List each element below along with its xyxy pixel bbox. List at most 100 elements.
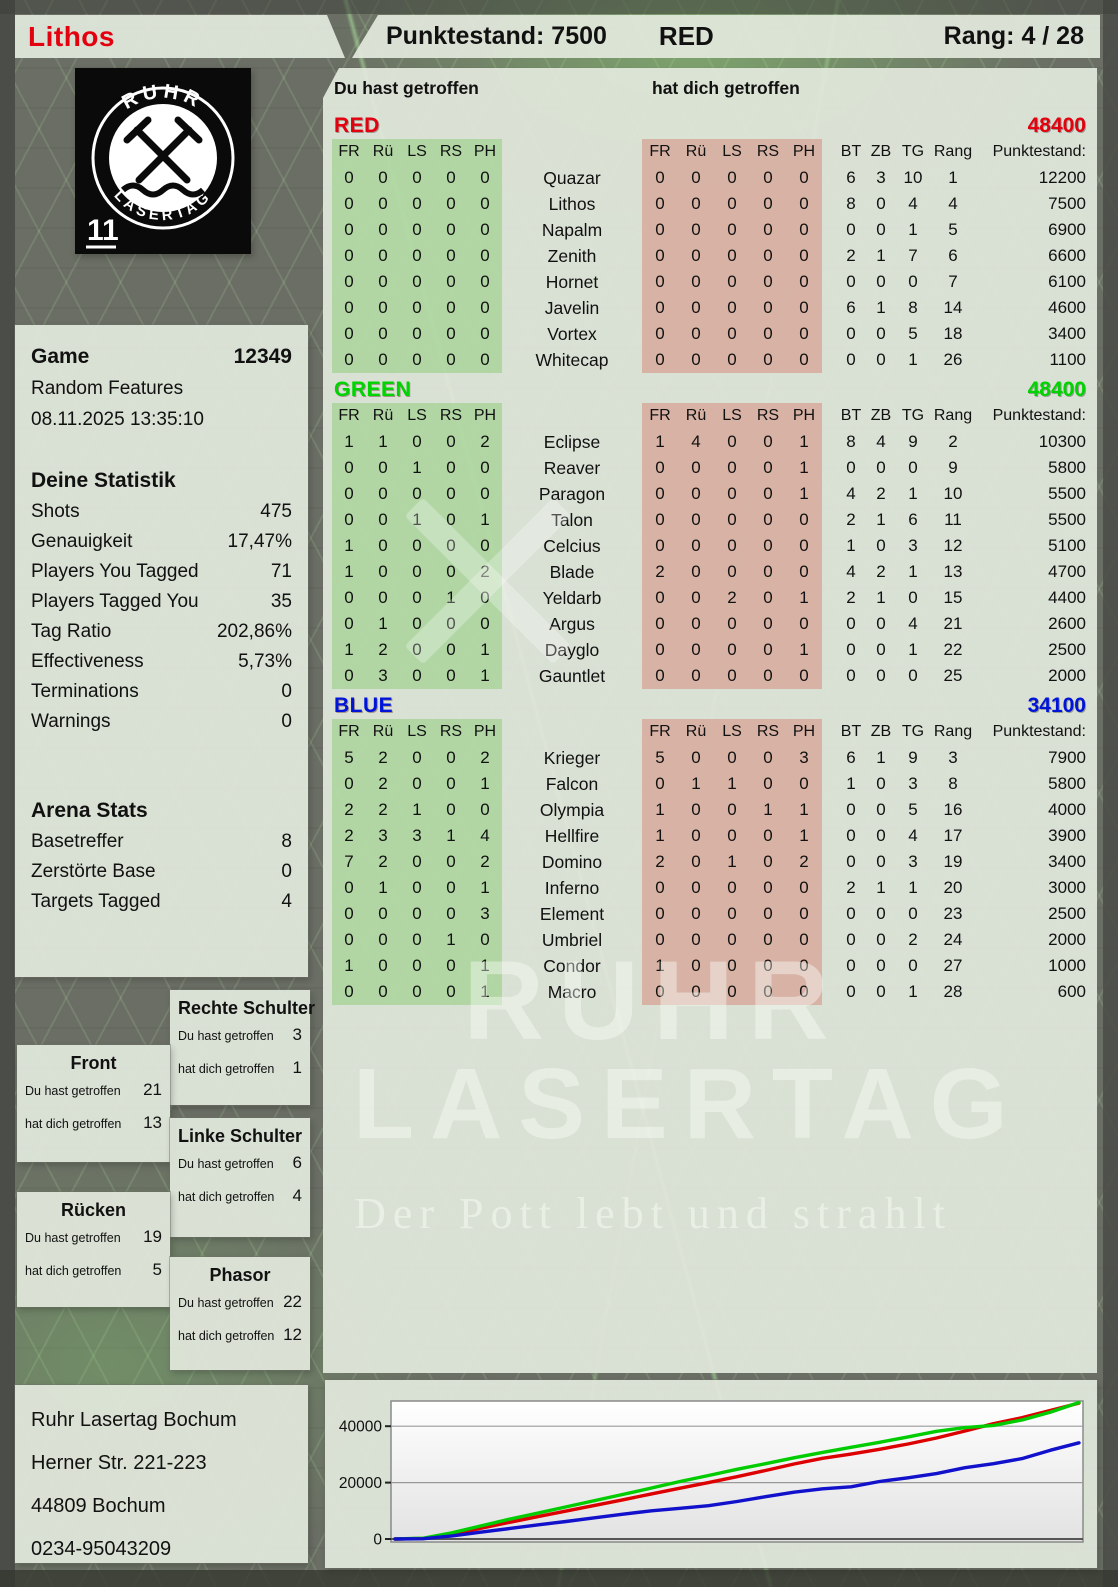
you-hit-cell: 0 (400, 559, 434, 585)
stat-value: 0 (281, 681, 292, 702)
you-hit-cell: 0 (434, 269, 468, 295)
col-header: RS (750, 139, 786, 165)
score-cell: 10300 (1038, 432, 1086, 451)
stat-cell: 8 (846, 432, 856, 451)
them-hit-cell: 0 (750, 191, 786, 217)
you-hit-cell: 0 (468, 243, 502, 269)
them-hit-cell: 0 (642, 269, 678, 295)
them-hit-label: hat dich getroffen (178, 1190, 275, 1204)
you-hit-cell: 0 (434, 429, 468, 455)
stat-value: 5,73% (238, 651, 292, 672)
game-number: 12349 (233, 345, 292, 368)
them-hit-cell: 0 (750, 455, 786, 481)
them-hit-cell: 0 (642, 321, 678, 347)
col-header: LS (714, 719, 750, 745)
stat-label: Terminations (31, 681, 139, 702)
you-hit-cell: 1 (468, 875, 502, 901)
you-hit-cell: 0 (332, 771, 366, 797)
you-hit-cell: 0 (468, 585, 502, 611)
stat-cell: 3 (908, 774, 918, 793)
you-hit-cell: 2 (366, 745, 400, 771)
you-hit-cell: 0 (400, 771, 434, 797)
you-hit-cell: 1 (332, 533, 366, 559)
you-hit-cell: 1 (468, 663, 502, 689)
them-hit-cell: 1 (642, 429, 678, 455)
col-header: Rü (366, 719, 400, 745)
stat-cell: 4 (846, 562, 856, 581)
panel-title: Linke Schulter (178, 1126, 303, 1146)
them-hit-cell: 1 (750, 797, 786, 823)
them-hit-cell: 0 (750, 927, 786, 953)
stat-cell: 6 (846, 748, 856, 767)
you-hit-cell: 0 (468, 191, 502, 217)
stat-cell: 26 (943, 350, 963, 369)
stat-cell: 1 (908, 350, 918, 369)
col-header: TG (901, 723, 925, 740)
you-hit-cell: 0 (400, 901, 434, 927)
you-hit-cell: 1 (400, 455, 434, 481)
them-hit-label: hat dich getroffen (25, 1264, 122, 1278)
them-hit-cell: 1 (786, 823, 822, 849)
team-name: BLUE (334, 694, 394, 717)
player-name: Yeldarb (542, 588, 602, 608)
stat-cell: 0 (876, 800, 886, 819)
you-hit-cell: 0 (400, 217, 434, 243)
them-hit-cell: 0 (786, 927, 822, 953)
you-hit-cell: 0 (468, 533, 502, 559)
you-hit-cell: 0 (468, 269, 502, 295)
stat-value: 71 (270, 561, 292, 582)
stat-cell: 0 (846, 220, 856, 239)
stat-cell: 10 (903, 168, 923, 187)
them-hit-cell: 0 (750, 979, 786, 1005)
pack-number: 11 (87, 214, 119, 247)
spacer (822, 429, 836, 455)
venue-name: Ruhr Lasertag Bochum (31, 1409, 237, 1431)
them-hit-cell: 0 (750, 901, 786, 927)
stat-cell: 28 (943, 982, 963, 1001)
stat-row: Genauigkeit 17,47% (31, 527, 292, 557)
you-hit-cell: 0 (468, 797, 502, 823)
stat-cell: 1 (908, 484, 918, 503)
them-hit-cell: 0 (786, 217, 822, 243)
you-hit-cell: 0 (332, 191, 366, 217)
stat-cell: 4 (908, 614, 918, 633)
spacer (822, 403, 836, 429)
panel-title: Front (70, 1053, 117, 1073)
stat-value: 17,47% (227, 531, 292, 552)
them-hit-cell: 0 (714, 927, 750, 953)
you-hit-cell: 0 (400, 269, 434, 295)
spacer (822, 797, 836, 823)
you-hit-cell: 1 (468, 771, 502, 797)
col-header: Rü (678, 403, 714, 429)
you-hit-cell: 0 (434, 533, 468, 559)
them-hit-cell: 0 (714, 823, 750, 849)
player-name: Vortex (547, 324, 597, 344)
you-hit-cell: 3 (400, 823, 434, 849)
stat-cell: 1 (846, 774, 856, 793)
them-hit-cell: 0 (678, 481, 714, 507)
them-hit-cell: 0 (642, 507, 678, 533)
them-hit-cell: 0 (750, 217, 786, 243)
spacer (822, 901, 836, 927)
them-hit-cell: 0 (678, 217, 714, 243)
wave-icon (120, 182, 206, 198)
player-name: Blade (549, 562, 595, 582)
them-hit-cell: 1 (642, 953, 678, 979)
stat-cell: 0 (908, 588, 918, 607)
player-name: Olympia (539, 800, 605, 820)
player-name: Lithos (548, 194, 596, 214)
you-hit-cell: 0 (400, 875, 434, 901)
you-hit-cell: 0 (434, 559, 468, 585)
your-stats-title: Deine Statistik (31, 469, 176, 492)
panel-front: Front Du hast getroffen 21 hat dich getro… (17, 1045, 170, 1162)
them-hit-cell: 1 (642, 823, 678, 849)
you-hit-cell: 0 (434, 481, 468, 507)
spacer (822, 559, 836, 585)
stat-cell: 0 (846, 614, 856, 633)
arena-stat-row: Zerstörte Base 0 (31, 857, 292, 887)
stat-cell: 3 (876, 168, 886, 187)
them-hit-cell: 1 (786, 481, 822, 507)
arena-stats-title: Arena Stats (31, 799, 148, 822)
stat-cell: 0 (876, 826, 886, 845)
stat-cell: 0 (846, 956, 856, 975)
